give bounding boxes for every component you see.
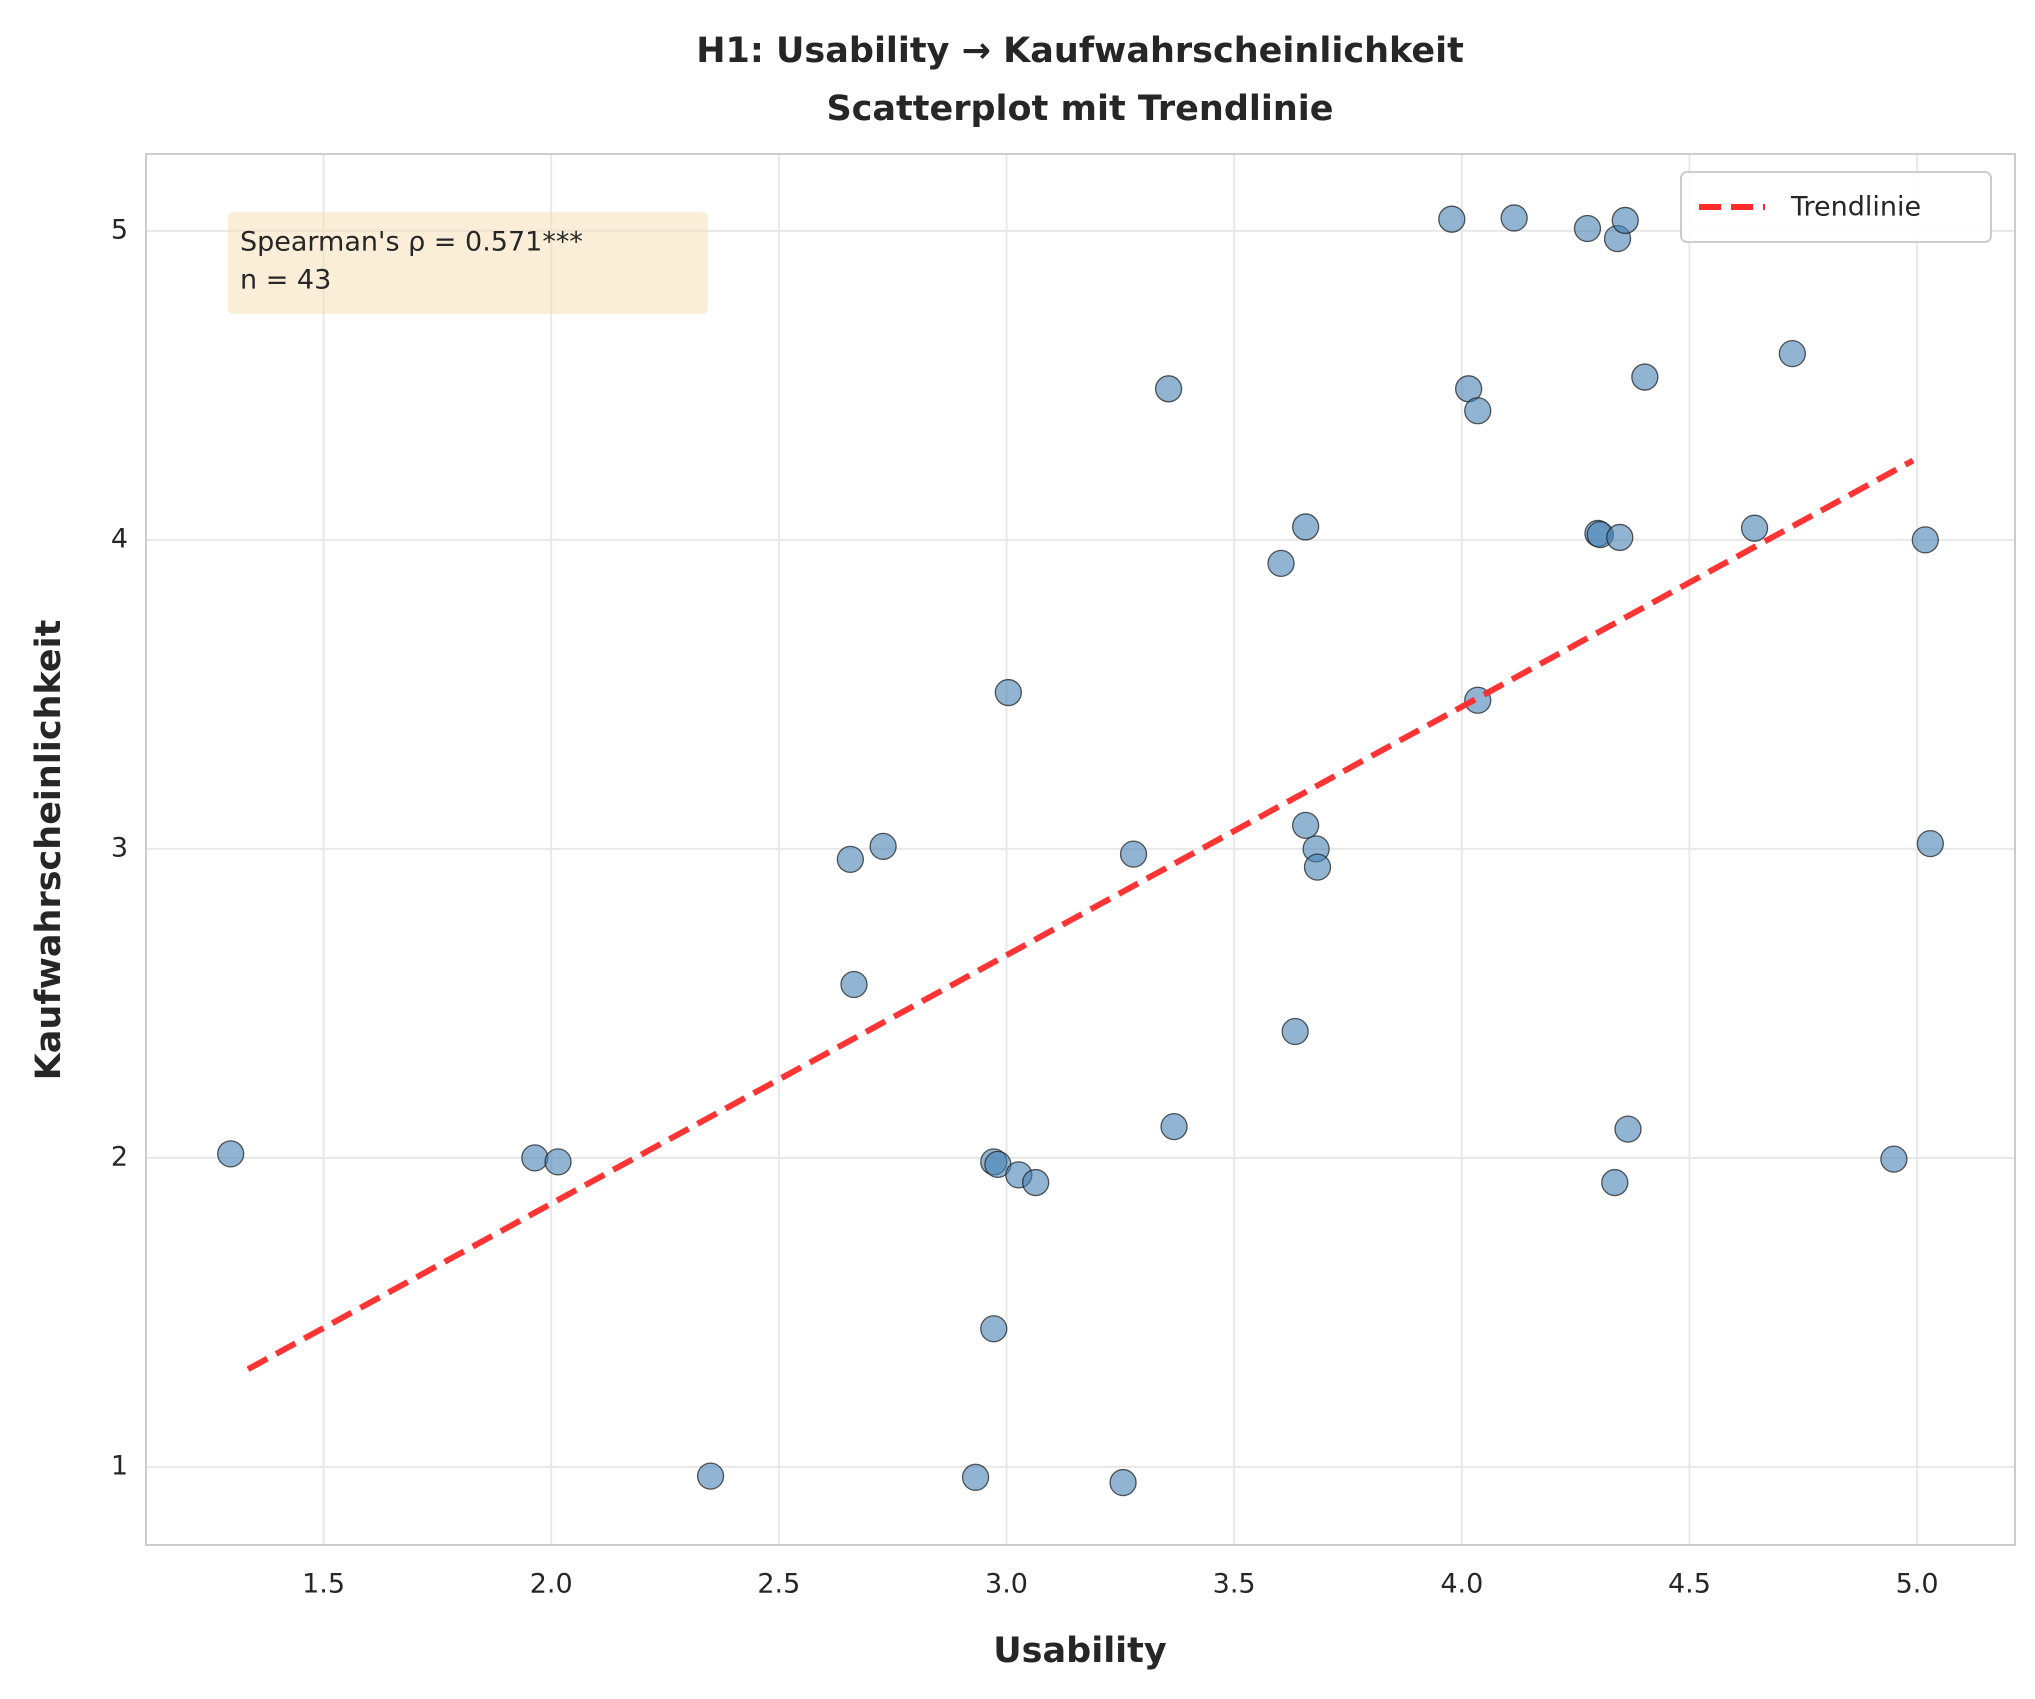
chart-title: H1: Usability → Kaufwahrscheinlichkeit bbox=[696, 31, 1464, 71]
point bbox=[1778, 339, 1807, 368]
annotation-box bbox=[228, 212, 708, 314]
point bbox=[1160, 1112, 1188, 1141]
point bbox=[696, 1462, 725, 1490]
point bbox=[1573, 214, 1602, 243]
point bbox=[1911, 526, 1939, 554]
y-tick-label: 4 bbox=[111, 523, 128, 554]
y-tick-label: 1 bbox=[111, 1450, 128, 1481]
y-axis-label: Kaufwahrscheinlichkeit bbox=[29, 620, 69, 1081]
legend-label: Trendlinie bbox=[1790, 192, 1921, 223]
trendline bbox=[246, 457, 1915, 1372]
point bbox=[1119, 840, 1148, 868]
y-tick-label: 3 bbox=[111, 832, 128, 863]
annotation-text: n = 43 bbox=[240, 265, 331, 296]
point bbox=[1281, 1017, 1309, 1046]
plot-frame bbox=[145, 153, 2016, 1546]
point bbox=[1916, 829, 1944, 858]
point bbox=[1611, 206, 1639, 235]
x-tick-label: 2.0 bbox=[530, 1569, 573, 1600]
point bbox=[869, 832, 897, 861]
point bbox=[1438, 205, 1466, 233]
y-tick-label: 5 bbox=[111, 214, 128, 245]
point bbox=[1740, 514, 1769, 542]
legend-box bbox=[1680, 171, 1992, 243]
point bbox=[1500, 204, 1528, 232]
point bbox=[994, 678, 1022, 707]
x-tick-label: 4.5 bbox=[1668, 1569, 1711, 1600]
point bbox=[1303, 853, 1332, 881]
point bbox=[840, 970, 868, 999]
x-tick-label: 4.0 bbox=[1440, 1569, 1483, 1600]
point bbox=[836, 845, 864, 874]
point bbox=[1154, 375, 1183, 403]
x-tick-label: 3.0 bbox=[985, 1569, 1028, 1600]
point bbox=[1606, 523, 1634, 552]
point bbox=[1601, 1168, 1629, 1197]
point bbox=[217, 1140, 245, 1168]
point bbox=[1464, 397, 1492, 425]
x-tick-label: 5.0 bbox=[1896, 1569, 1939, 1600]
x-tick-label: 3.5 bbox=[1213, 1569, 1256, 1600]
point bbox=[544, 1148, 572, 1176]
point bbox=[1022, 1168, 1050, 1197]
chart-subtitle: Scatterplot mit Trendlinie bbox=[826, 89, 1333, 129]
point bbox=[1109, 1468, 1137, 1497]
point bbox=[980, 1315, 1008, 1343]
x-tick-label: 1.5 bbox=[302, 1569, 345, 1600]
x-axis-label: Usability bbox=[993, 1631, 1167, 1671]
y-tick-label: 2 bbox=[111, 1141, 128, 1172]
point bbox=[1291, 513, 1320, 541]
point bbox=[1291, 811, 1320, 840]
point bbox=[1880, 1145, 1908, 1173]
point bbox=[961, 1463, 990, 1491]
point bbox=[521, 1144, 549, 1172]
x-tick-label: 2.5 bbox=[757, 1569, 800, 1600]
point bbox=[1267, 549, 1295, 578]
point bbox=[1631, 363, 1659, 391]
point bbox=[1614, 1115, 1642, 1143]
annotation-text: Spearman's ρ = 0.571*** bbox=[240, 227, 583, 258]
